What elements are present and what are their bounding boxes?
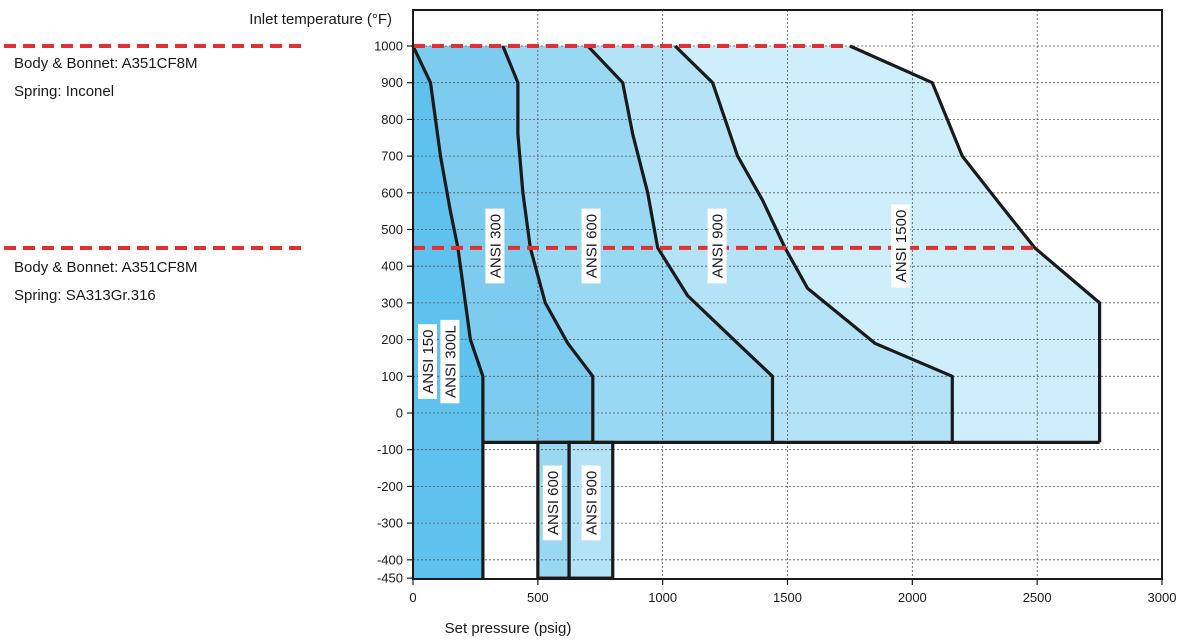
region-label-bg [542, 465, 562, 541]
x-tick-label: 1000 [648, 590, 677, 605]
y-tick-label: 600 [381, 185, 403, 200]
region-label: ANSI 150 [418, 324, 437, 400]
region-label-text: ANSI 600 [584, 214, 601, 278]
region-label-text: ANSI 900 [584, 471, 601, 535]
region-label-text: ANSI 300 [487, 214, 504, 278]
x-tick-label: 500 [527, 590, 549, 605]
y-tick-label: 0 [396, 406, 403, 421]
region-label-text: ANSI 150 [420, 329, 437, 393]
chart-regions [413, 46, 1100, 579]
y-tick-label: -100 [377, 442, 403, 457]
y-tick-label: 900 [381, 75, 403, 90]
region-label-bg [440, 319, 460, 404]
region-label: ANSI 600 [581, 208, 601, 284]
boundary-ansi-600 [586, 44, 775, 443]
x-tick-label: 0 [409, 590, 416, 605]
region-label-text: ANSI 900 [710, 214, 727, 278]
y-axis-label: Inlet temperature (°F) [249, 11, 392, 28]
region-label: ANSI 900 [707, 208, 727, 284]
y-tick-label: 200 [381, 332, 403, 347]
y-tick-label: -200 [377, 479, 403, 494]
region-label-text: ANSI 1500 [893, 210, 910, 283]
y-tick-label: 1000 [374, 39, 403, 54]
upper-body-bonnet-text: Body & Bonnet: A351CF8M [14, 55, 198, 72]
region-label-bg [418, 324, 437, 400]
region-label: ANSI 300L [440, 319, 460, 404]
upper-material-note: Body & Bonnet: A351CF8M Spring: Inconel [14, 50, 197, 106]
region-label-bg [707, 208, 727, 284]
axis-ticks: 0 500 1000 1500 2000 2500 30001000900800700600… [374, 39, 1176, 606]
upper-spring-text: Spring: Inconel [14, 83, 115, 100]
y-tick-label: 300 [381, 295, 403, 310]
y-tick-label: 400 [381, 259, 403, 274]
lower-material-note: Body & Bonnet: A351CF8M Spring: SA313Gr.… [14, 254, 197, 310]
y-tick-label: -300 [377, 516, 403, 531]
region-label-bg [891, 204, 911, 288]
y-tick-label: 500 [381, 222, 403, 237]
region-label-bg [581, 208, 601, 284]
region-ansi-300l [413, 46, 483, 579]
x-tick-label: 2000 [898, 590, 927, 605]
region-label-text: ANSI 600 [545, 471, 562, 535]
y-tick-label: 800 [381, 112, 403, 127]
x-tick-label: 1500 [773, 590, 802, 605]
y-tick-label: 100 [381, 369, 403, 384]
x-axis-label: Set pressure (psig) [445, 620, 572, 637]
region-label: ANSI 300 [485, 208, 505, 284]
lower-spring-text: Spring: SA313Gr.316 [14, 287, 156, 304]
y-tick-label: -450 [377, 571, 403, 586]
region-label: ANSI 1500 [891, 204, 911, 288]
region-label-bg [581, 465, 601, 541]
region-label: ANSI 900 [581, 465, 601, 541]
x-tick-label: 3000 [1148, 590, 1177, 605]
x-tick-label: 2500 [1023, 590, 1052, 605]
boundary-ansi-300l [411, 45, 485, 579]
boundary-ansi-1500 [849, 44, 1102, 443]
region-label-text: ANSI 300L [442, 325, 459, 398]
lower-body-bonnet-text: Body & Bonnet: A351CF8M [14, 259, 198, 276]
region-label: ANSI 600 [542, 465, 562, 541]
region-label-bg [485, 208, 505, 284]
y-tick-label: 700 [381, 149, 403, 164]
y-tick-label: -400 [377, 552, 403, 567]
region-labels: ANSI 150 ANSI 300L ANSI 300 ANSI 600 ANSI 90… [418, 204, 911, 541]
